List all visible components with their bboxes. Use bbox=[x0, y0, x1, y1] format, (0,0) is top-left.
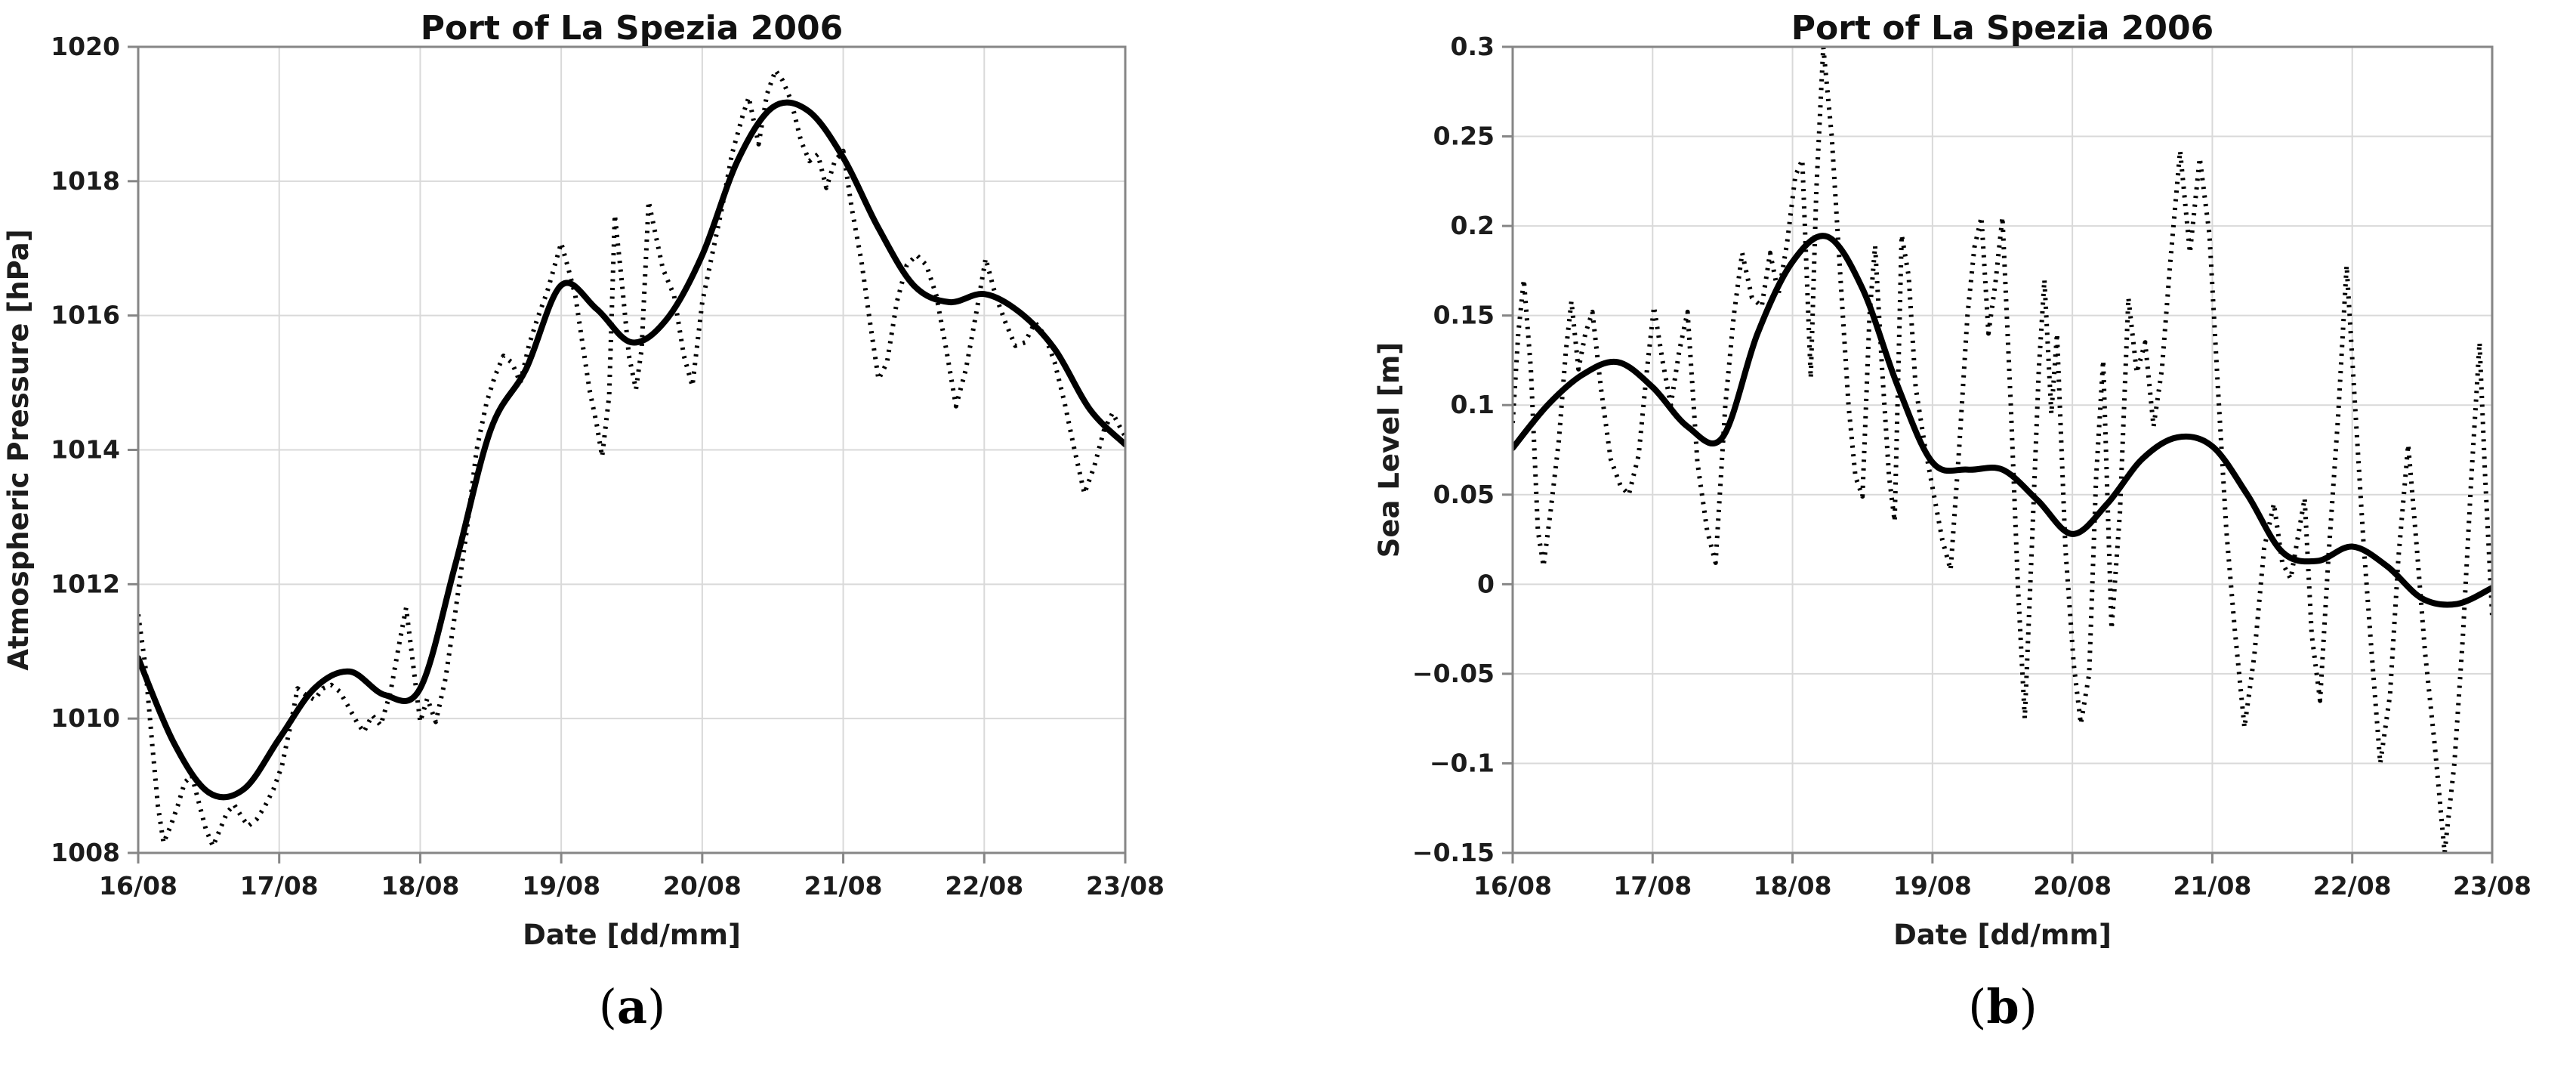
x-tick-label: 18/08 bbox=[1754, 871, 1832, 901]
caption-b-letter: b bbox=[1986, 979, 2019, 1034]
x-tick-label: 22/08 bbox=[2313, 871, 2392, 901]
y-tick-label: 1020 bbox=[51, 32, 120, 61]
x-tick-label: 19/08 bbox=[1893, 871, 1972, 901]
panel-title: Port of La Spezia 2006 bbox=[1791, 9, 2214, 48]
grid bbox=[1513, 47, 2492, 853]
x-tick-label: 16/08 bbox=[99, 871, 177, 901]
series-dotted-raw bbox=[1512, 45, 2493, 855]
caption-b-open: ( bbox=[1968, 979, 1987, 1034]
x-tick-label: 22/08 bbox=[945, 871, 1023, 901]
caption-a: (a) bbox=[519, 979, 745, 1034]
y-tick-label: 0.1 bbox=[1451, 390, 1495, 419]
y-tick-label: 0.2 bbox=[1451, 211, 1495, 240]
series-solid-filtered bbox=[137, 99, 1126, 801]
caption-b: (b) bbox=[1890, 979, 2116, 1034]
y-tick-label: 1014 bbox=[51, 435, 120, 465]
caption-a-close: ) bbox=[647, 979, 666, 1034]
series-solid-filtered bbox=[1512, 233, 2493, 608]
y-tick-label: 1018 bbox=[51, 166, 120, 196]
y-tick-label: 0.3 bbox=[1451, 32, 1495, 61]
x-tick-label: 19/08 bbox=[522, 871, 600, 901]
y-tick-label: 1012 bbox=[51, 569, 120, 598]
y-tick-label: 0 bbox=[1477, 569, 1495, 598]
y-axis-label: Sea Level [m] bbox=[1373, 342, 1405, 558]
caption-a-open: ( bbox=[598, 979, 617, 1034]
y-tick-label: 1010 bbox=[51, 703, 120, 733]
x-tick-label: 17/08 bbox=[240, 871, 319, 901]
panel-a: 16/08 17/08 18/08 19/08 20/08 21/08 22/08 23/08… bbox=[2, 9, 1165, 951]
x-tick-label: 20/08 bbox=[663, 871, 742, 901]
y-tick-label: 1008 bbox=[51, 838, 120, 867]
ticks bbox=[1502, 45, 2494, 863]
x-tick-label: 23/08 bbox=[2453, 871, 2531, 901]
y-tick-label: −0.05 bbox=[1412, 659, 1495, 688]
x-axis-label: Date [dd/mm] bbox=[523, 919, 741, 951]
caption-a-letter: a bbox=[616, 979, 648, 1034]
x-tick-label: 20/08 bbox=[2033, 871, 2112, 901]
x-tick-label: 18/08 bbox=[381, 871, 459, 901]
y-tick-label: 1016 bbox=[51, 301, 120, 330]
x-tick-label: 23/08 bbox=[1086, 871, 1165, 901]
y-tick-label: 0.05 bbox=[1433, 480, 1495, 509]
ticks bbox=[128, 45, 1127, 863]
y-axis-label: Atmospheric Pressure [hPa] bbox=[2, 229, 35, 670]
panel-title: Port of La Spezia 2006 bbox=[421, 9, 843, 48]
y-tick-label: 0.15 bbox=[1433, 301, 1495, 330]
y-tick-label: 0.25 bbox=[1433, 122, 1495, 151]
y-tick-label: −0.15 bbox=[1412, 838, 1495, 867]
axes-box bbox=[1511, 45, 2494, 854]
caption-b-close: ) bbox=[2019, 979, 2038, 1034]
grid bbox=[138, 47, 1125, 853]
x-tick-label: 16/08 bbox=[1473, 871, 1552, 901]
panel-b: 16/08 17/08 18/08 19/08 20/08 21/08 22/08 23/08… bbox=[1373, 9, 2531, 951]
x-tick-label: 21/08 bbox=[2173, 871, 2251, 901]
x-tick-label: 21/08 bbox=[804, 871, 883, 901]
y-tick-label: −0.1 bbox=[1430, 748, 1495, 777]
x-axis-label: Date [dd/mm] bbox=[1893, 919, 2112, 951]
x-tick-label: 17/08 bbox=[1613, 871, 1692, 901]
